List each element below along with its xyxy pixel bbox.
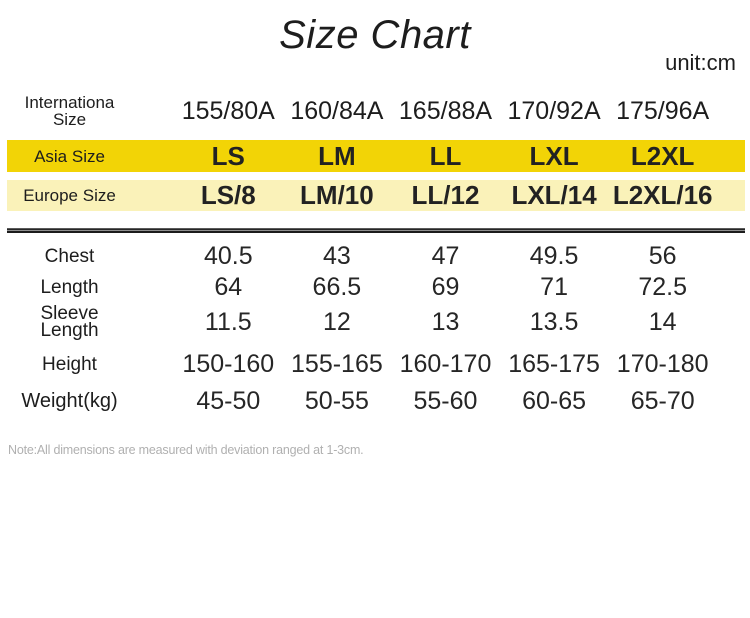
cell-asia-size-1: LS: [211, 140, 245, 171]
cell-sleeve-length-4: 13.5: [529, 307, 579, 336]
cell-asia-size-3: LL: [429, 140, 462, 171]
row-label-international-size: Internationa Size: [24, 93, 115, 129]
cell-international-size-5: 175/96A: [616, 96, 710, 125]
cell-chest-5: 56: [648, 242, 677, 270]
cell-length-4: 71: [540, 273, 568, 301]
cell-height-1: 150-160: [182, 350, 275, 378]
table-row-height: Height 150-160 155-165 160-170 165-175 1…: [7, 349, 745, 380]
cell-europe-size-5: L2XL/16: [612, 180, 713, 210]
cell-international-size-4: 170/92A: [507, 96, 601, 125]
row-label-height: Height: [42, 354, 97, 375]
table-row-europe-size: Europe Size LS/8 LM/10 LL/12 LXL/14 L2XL…: [7, 180, 745, 211]
page-title: Size Chart: [279, 13, 471, 57]
cell-weight-4: 60-65: [522, 387, 587, 415]
cell-sleeve-length-1: 11.5: [204, 307, 252, 336]
table-row-chest: Chest 40.5 43 47 49.5 56: [7, 241, 745, 272]
table-row-length: Length 64 66.5 69 71 72.5: [7, 272, 745, 303]
row-label-asia-size: Asia Size: [34, 146, 105, 166]
cell-chest-2: 43: [322, 242, 351, 270]
cell-weight-5: 65-70: [630, 387, 695, 415]
cell-asia-size-5: L2XL: [630, 140, 695, 171]
size-table: Internationa Size 155/80A 160/84A 165/88…: [7, 88, 745, 417]
note-text: Note:All dimensions are measured with de…: [8, 443, 364, 457]
cell-height-3: 160-170: [399, 350, 492, 378]
row-label-sleeve-length: Sleeve Length: [40, 303, 99, 341]
cell-weight-2: 50-55: [304, 387, 369, 415]
cell-asia-size-2: LM: [318, 140, 356, 171]
cell-chest-3: 47: [431, 242, 460, 270]
cell-weight-1: 45-50: [196, 387, 261, 415]
cell-europe-size-3: LL/12: [411, 180, 480, 210]
cell-international-size-3: 165/88A: [398, 96, 493, 125]
cell-asia-size-4: LXL: [529, 140, 579, 171]
cell-sleeve-length-5: 14: [648, 307, 677, 336]
section-divider-line: [7, 228, 745, 233]
cell-length-5: 72.5: [638, 273, 687, 301]
cell-europe-size-1: LS/8: [200, 180, 256, 210]
cell-chest-4: 49.5: [529, 242, 579, 270]
cell-sleeve-length-2: 12: [322, 307, 351, 336]
table-row-international-size: Internationa Size 155/80A 160/84A 165/88…: [7, 88, 745, 134]
cell-international-size-2: 160/84A: [290, 96, 384, 125]
cell-height-4: 165-175: [508, 350, 600, 378]
row-label-length: Length: [40, 277, 99, 298]
table-row-sleeve-length: Sleeve Length 11.5 12 13 13.5 14: [7, 303, 745, 341]
row-label-weight: Weight(kg): [21, 390, 118, 412]
cell-length-3: 69: [431, 273, 460, 301]
row-label-chest: Chest: [44, 246, 95, 267]
cell-height-2: 155-165: [291, 350, 383, 378]
table-row-asia-size: Asia Size LS LM LL LXL L2XL: [7, 140, 745, 172]
table-row-weight: Weight(kg) 45-50 50-55 55-60 60-65 65-70: [7, 386, 745, 417]
row-label-europe-size: Europe Size: [23, 186, 116, 205]
cell-sleeve-length-3: 13: [431, 307, 460, 336]
cell-international-size-1: 155/80A: [181, 96, 275, 125]
cell-europe-size-4: LXL/14: [511, 180, 597, 210]
cell-weight-3: 55-60: [413, 387, 478, 415]
cell-europe-size-2: LM/10: [300, 180, 374, 210]
cell-length-2: 66.5: [312, 273, 362, 301]
unit-label: unit:cm: [665, 50, 736, 75]
cell-length-1: 64: [214, 273, 243, 301]
cell-height-5: 170-180: [616, 350, 709, 378]
cell-chest-1: 40.5: [203, 242, 253, 270]
